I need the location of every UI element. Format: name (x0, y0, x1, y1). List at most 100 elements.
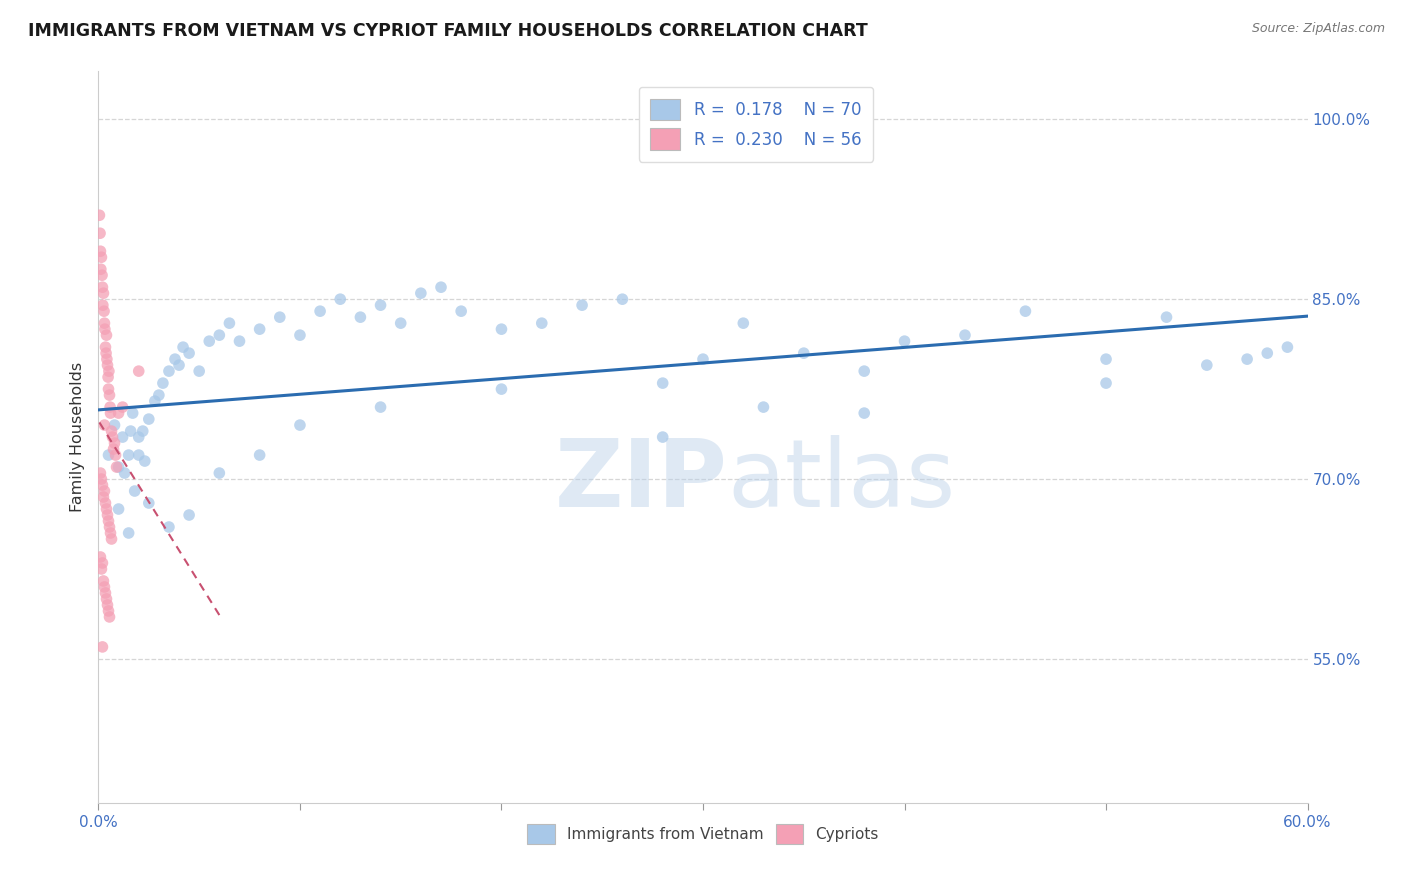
Point (143, 394, 166, 409)
Text: Source: ZipAtlas.com: Source: ZipAtlas.com (1251, 22, 1385, 36)
Point (91, 268, 114, 283)
Point (91, 298, 114, 312)
Point (98, 388, 121, 402)
Point (134, 454, 156, 468)
Point (98, 400, 121, 414)
Text: ZIP: ZIP (554, 435, 727, 527)
Point (491, 382, 513, 396)
Point (114, 466, 136, 480)
Point (288, 328, 311, 343)
Point (612, 292, 634, 306)
Point (1156, 310, 1178, 325)
Point (93, 574, 115, 588)
Point (793, 346, 815, 360)
Point (157, 520, 180, 534)
Point (389, 316, 412, 330)
Point (94, 340, 117, 354)
Point (96, 598, 118, 612)
Point (103, 442, 125, 456)
Point (128, 364, 150, 378)
Point (96, 591, 118, 606)
Point (152, 376, 174, 391)
Point (104, 448, 127, 462)
Point (90, 262, 112, 277)
Point (100, 424, 122, 438)
Point (96, 352, 118, 367)
Point (249, 322, 271, 336)
Point (93, 483, 115, 498)
Point (89, 244, 111, 259)
Point (93, 304, 115, 318)
Point (89, 549, 111, 564)
Point (752, 400, 775, 414)
Point (148, 388, 170, 402)
Point (571, 298, 593, 312)
Point (118, 526, 141, 541)
Point (89, 466, 111, 480)
Point (953, 328, 976, 343)
Point (450, 304, 472, 318)
Point (651, 430, 673, 444)
Point (91, 280, 114, 294)
Point (163, 352, 186, 367)
Point (530, 316, 553, 330)
Y-axis label: Family Households: Family Households (69, 362, 84, 512)
Point (94, 346, 117, 360)
Point (94, 322, 117, 336)
Point (218, 316, 240, 330)
Point (1236, 352, 1258, 367)
Point (198, 334, 221, 348)
Point (90, 472, 112, 486)
Point (91, 640, 114, 654)
Point (651, 376, 673, 391)
Point (107, 460, 129, 475)
Point (90, 562, 112, 576)
Point (138, 496, 160, 510)
Point (107, 406, 129, 420)
Point (97, 382, 120, 396)
Point (249, 448, 271, 462)
Point (94, 496, 117, 510)
Point (96, 502, 118, 516)
Point (208, 328, 231, 343)
Point (409, 286, 432, 301)
Point (98, 520, 121, 534)
Point (97, 364, 120, 378)
Point (105, 460, 128, 475)
Point (370, 400, 392, 414)
Point (1277, 340, 1299, 354)
Point (309, 304, 332, 318)
Point (138, 412, 160, 426)
Point (93, 490, 115, 504)
Point (692, 352, 714, 367)
Point (96, 358, 118, 372)
Point (167, 358, 190, 372)
Point (97, 514, 120, 528)
Point (733, 316, 755, 330)
Text: IMMIGRANTS FROM VIETNAM VS CYPRIOT FAMILY HOUSEHOLDS CORRELATION CHART: IMMIGRANTS FROM VIETNAM VS CYPRIOT FAMIL… (28, 22, 868, 40)
Legend: Immigrants from Vietnam, Cypriots: Immigrants from Vietnam, Cypriots (522, 818, 884, 850)
Point (172, 340, 194, 354)
Point (1095, 352, 1118, 367)
Point (111, 430, 134, 444)
Point (124, 483, 146, 498)
Point (94, 586, 117, 600)
Point (100, 526, 122, 541)
Point (132, 424, 155, 438)
Point (128, 448, 150, 462)
Point (179, 508, 201, 522)
Point (101, 430, 124, 444)
Point (103, 436, 125, 450)
Point (100, 406, 122, 420)
Point (1095, 376, 1118, 391)
Point (893, 334, 915, 348)
Point (96, 328, 118, 343)
Point (97, 448, 120, 462)
Point (269, 310, 291, 325)
Point (188, 364, 211, 378)
Point (97, 604, 120, 618)
Point (228, 334, 250, 348)
Point (430, 280, 453, 294)
Point (128, 430, 150, 444)
Point (111, 400, 134, 414)
